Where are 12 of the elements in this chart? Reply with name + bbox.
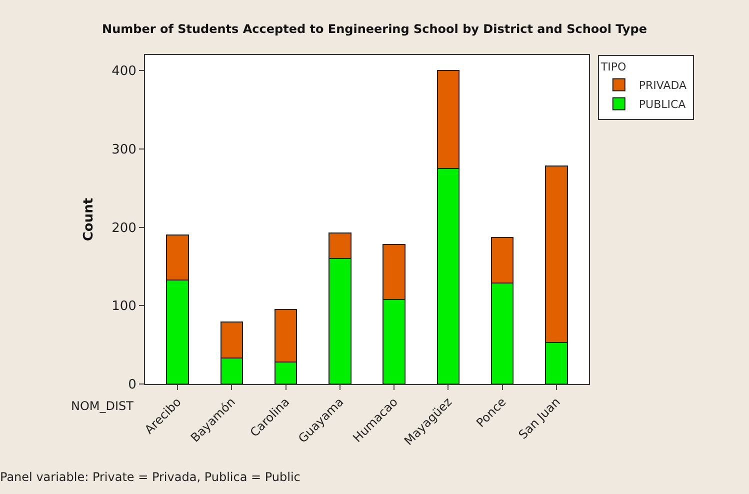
legend-title: TIPO (600, 60, 626, 74)
text: Panel variable: Private = Privada, Publica = Public (0, 470, 300, 484)
x-axis-title: NOM_DIST (71, 399, 134, 413)
chart-title: Number of Students Accepted to Engineering School by District and School Type (102, 22, 647, 36)
legend-label: PUBLICA (638, 98, 686, 112)
y-tick-label: 100 (112, 299, 136, 314)
legend-label: PRIVADA (638, 79, 688, 92)
y-tick-label: 300 (112, 142, 136, 158)
y-axis-title: Count (82, 198, 97, 242)
y-tick-label: 400 (112, 64, 136, 80)
y-tick-label: 0 (128, 378, 136, 393)
y-tick-label: 200 (112, 220, 136, 236)
